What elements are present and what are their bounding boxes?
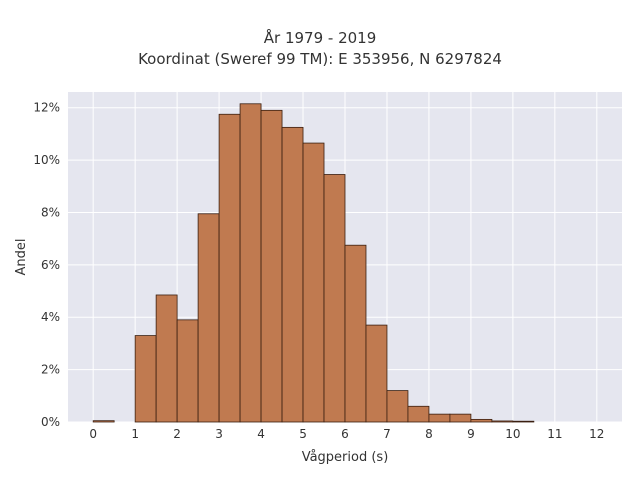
histogram-bar-12 [344,244,367,423]
y-tick-label-6: 12% [33,101,60,115]
histogram-bar-8 [260,109,283,423]
x-tick-label-7: 7 [383,427,391,441]
histogram-bar-16 [428,413,451,423]
y-tick-label-1: 2% [41,363,60,377]
chart-title-line-1: År 1979 - 2019 [263,29,377,47]
histogram-bar-2 [134,335,157,423]
x-tick-label-9: 9 [467,427,475,441]
histogram-bar-6 [218,113,241,423]
histogram-bar-13 [365,324,388,423]
x-axis-label: Vågperiod (s) [302,450,389,465]
x-tick-label-3: 3 [215,427,223,441]
x-tick-label-4: 4 [257,427,265,441]
y-tick-label-2: 4% [41,310,60,324]
histogram-bar-19 [491,420,514,423]
y-tick-label-3: 6% [41,258,60,272]
histogram-bar-11 [323,174,346,423]
x-tick-label-12: 12 [589,427,604,441]
histogram-bar-0 [92,420,115,423]
y-tick-label-0: 0% [41,415,60,429]
histogram-bar-4 [176,319,199,423]
x-tick-label-0: 0 [89,427,97,441]
x-tick-label-1: 1 [131,427,139,441]
histogram-bar-20 [512,420,535,423]
x-axis-ticks: 0 1 2 3 4 5 6 7 8 9 10 11 12 [89,427,604,441]
x-tick-label-10: 10 [505,427,520,441]
histogram-bar-3 [155,294,178,423]
histogram-bar-14 [386,390,409,423]
y-tick-label-5: 10% [33,153,60,167]
histogram-bar-7 [239,103,262,423]
histogram-bar-17 [449,413,472,423]
histogram-bar-9 [281,126,304,423]
x-tick-label-8: 8 [425,427,433,441]
bars-group [92,103,535,423]
y-tick-label-4: 8% [41,205,60,219]
histogram-bar-18 [470,418,493,423]
histogram-bar-10 [302,142,325,423]
y-axis-ticks: 0% 2% 4% 6% 8% 10% 12% [33,101,60,429]
x-tick-label-5: 5 [299,427,307,441]
x-tick-label-6: 6 [341,427,349,441]
y-axis-label: Andel [14,239,29,276]
histogram-bar-5 [197,213,220,423]
histogram-bar-15 [407,405,430,423]
x-tick-label-2: 2 [173,427,181,441]
chart-title-line-2: Koordinat (Sweref 99 TM): E 353956, N 62… [138,50,502,68]
x-tick-label-11: 11 [547,427,562,441]
